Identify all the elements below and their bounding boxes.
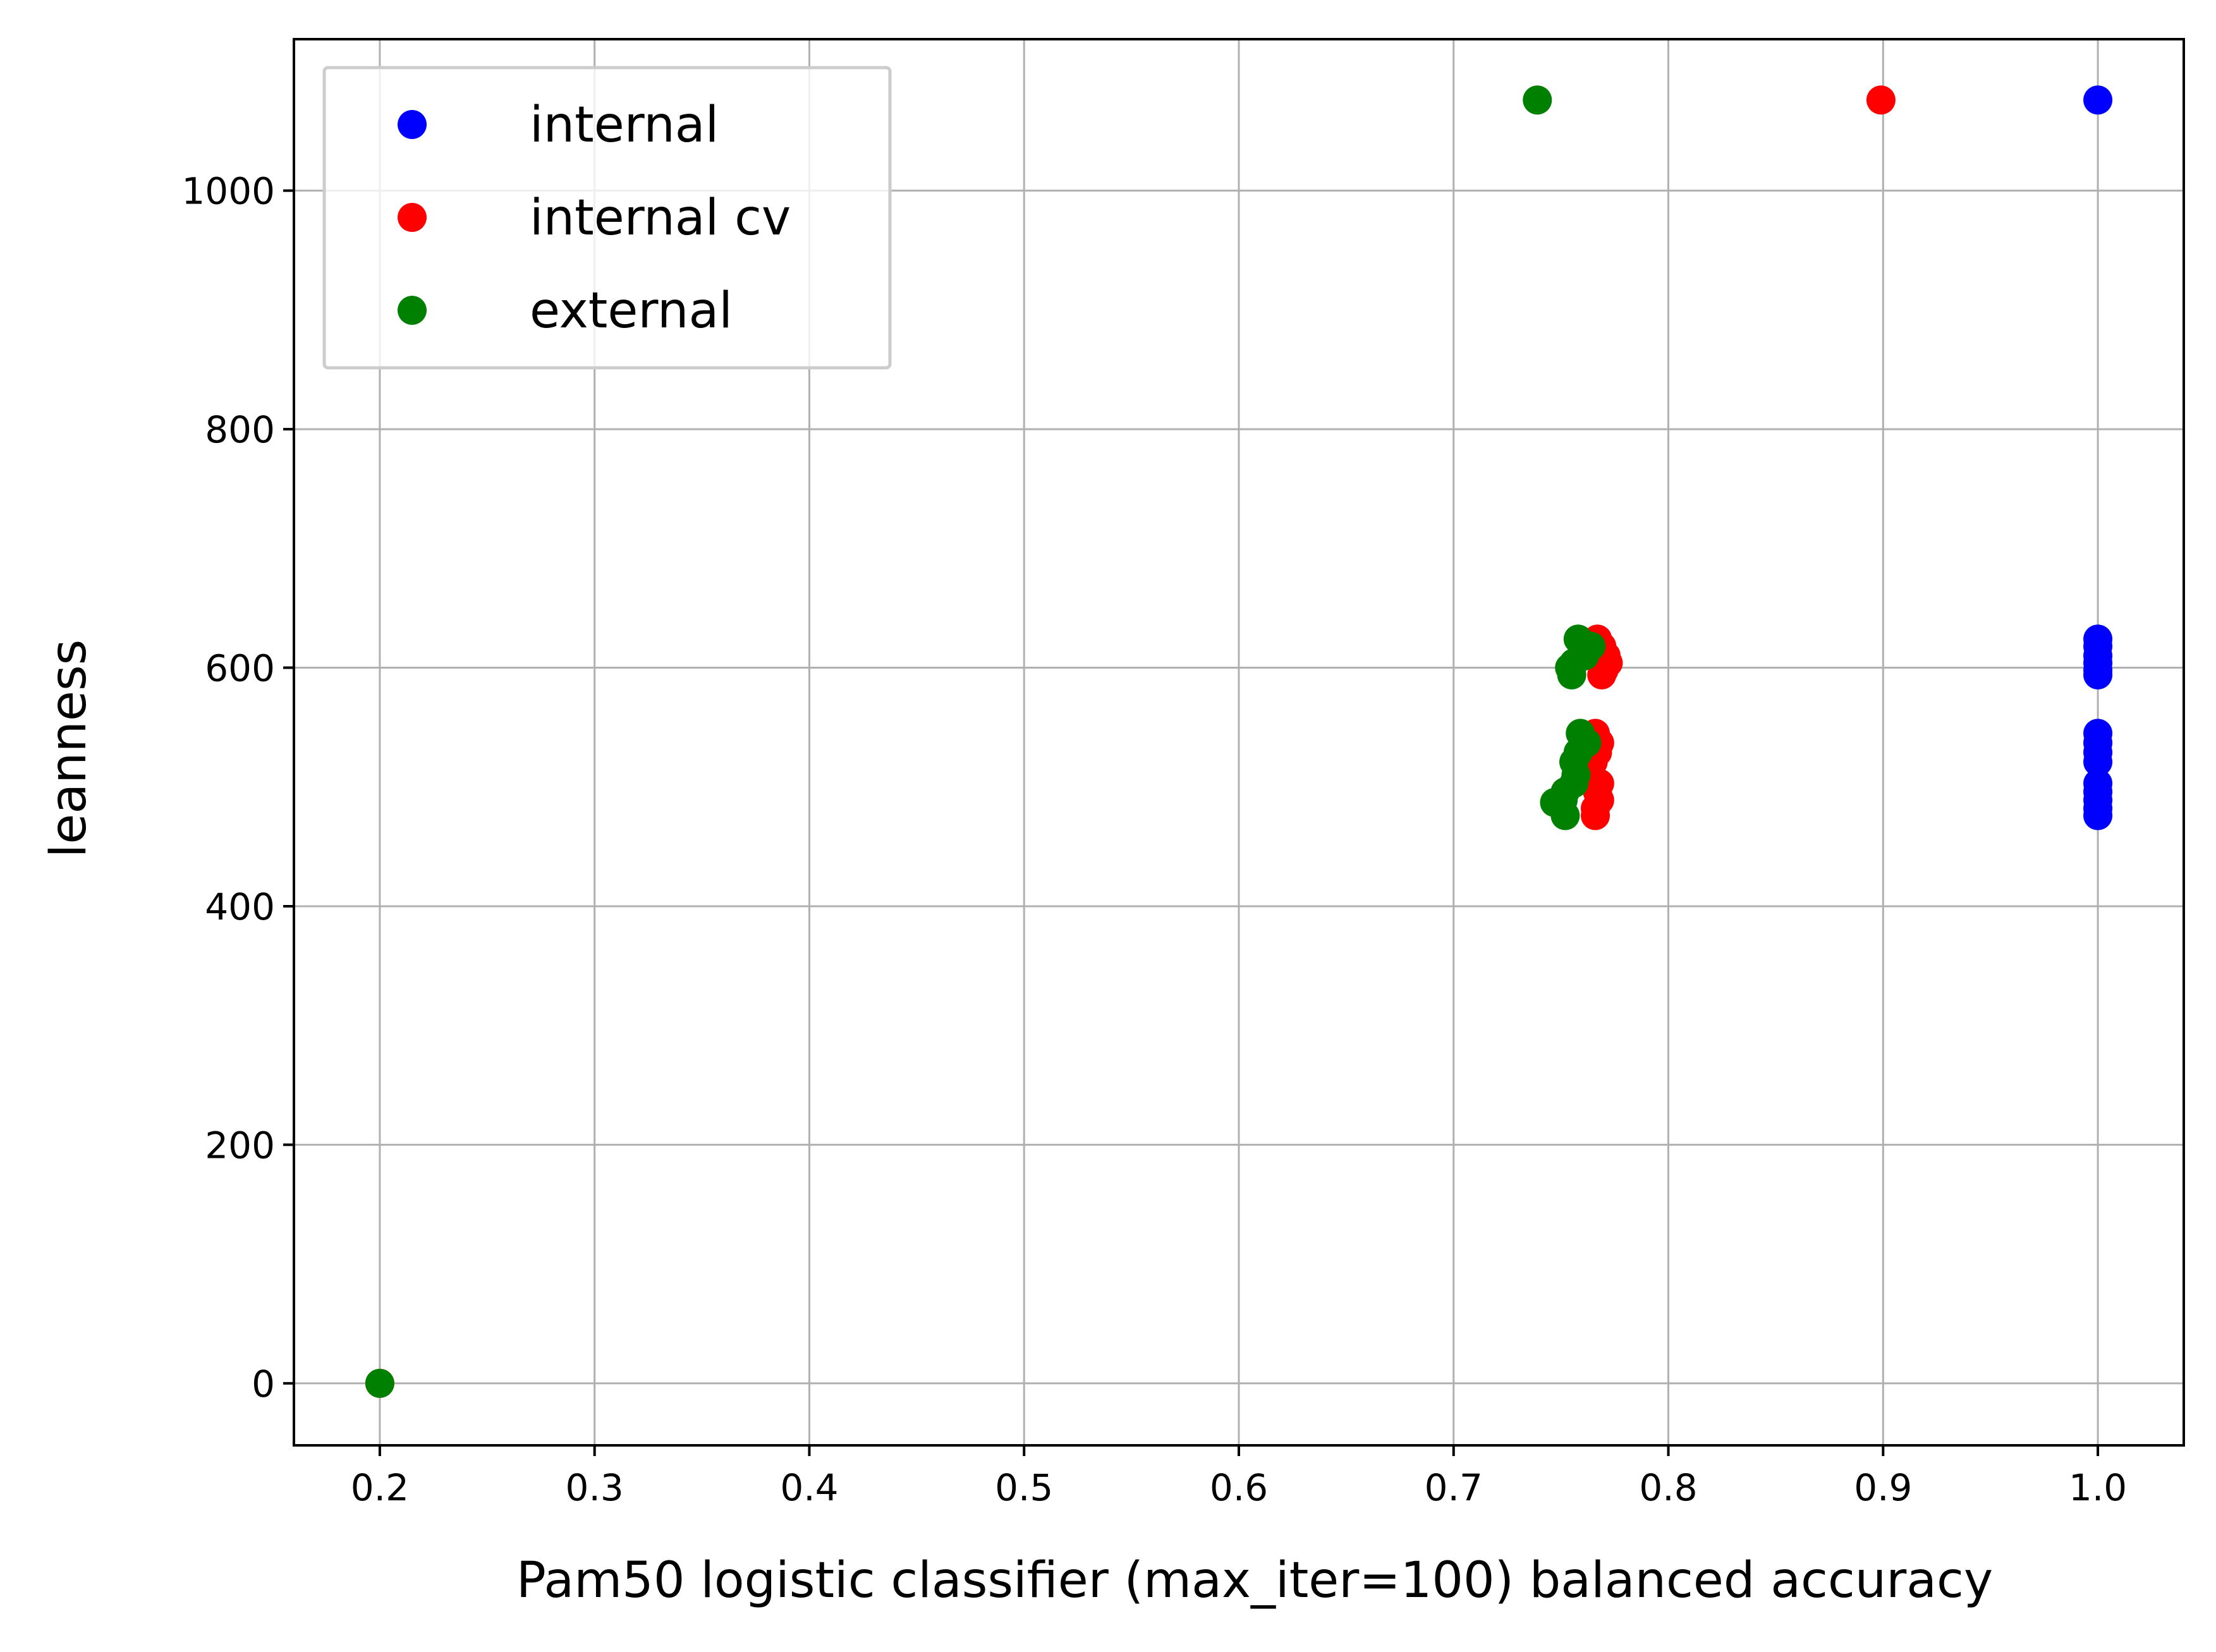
x-tick-label: 0.5 (995, 1466, 1053, 1509)
legend-marker (398, 296, 427, 325)
y-tick-label: 400 (205, 885, 275, 928)
data-point (2083, 660, 2113, 689)
data-point (1866, 85, 1896, 115)
legend-entry: external (398, 282, 733, 339)
legend-marker (398, 203, 427, 232)
x-tick-label: 1.0 (2069, 1466, 2127, 1509)
legend: internal internal cv external (322, 66, 892, 370)
data-point (2083, 801, 2113, 830)
y-tick-label: 1000 (181, 170, 275, 213)
data-point (1557, 660, 1586, 689)
data-points (365, 85, 2113, 1398)
data-point (365, 1368, 394, 1398)
legend-label: internal cv (530, 190, 791, 246)
series-internal (2083, 85, 2113, 830)
y-tick-label: 0 (252, 1363, 275, 1406)
y-tick-label: 200 (205, 1124, 275, 1167)
y-tick-label: 600 (205, 647, 275, 690)
y-tick-label: 800 (205, 408, 275, 451)
data-point (1550, 801, 1580, 830)
legend-entry: internal (398, 97, 719, 154)
series-external (365, 85, 1606, 1398)
legend-marker (398, 110, 427, 139)
x-tick-label: 0.2 (351, 1466, 409, 1509)
data-point (2083, 85, 2113, 115)
x-axis-label: Pam50 logistic classifier (max_iter=100)… (516, 1552, 1993, 1609)
x-tick-label: 0.3 (566, 1466, 624, 1509)
data-point (2083, 747, 2113, 777)
x-tick-label: 0.6 (1210, 1466, 1268, 1509)
legend-box (322, 66, 892, 370)
x-tick-label: 0.7 (1425, 1466, 1483, 1509)
legend-label: external (530, 282, 733, 339)
data-point (1523, 85, 1552, 115)
axis-ticks: 0.2 0.3 0.4 0.5 0.6 0.7 0.8 0.9 1.0 0 200 400 600 800… (181, 170, 2127, 1509)
x-tick-label: 0.4 (780, 1466, 838, 1509)
y-axis-label: leanness (40, 640, 97, 858)
x-tick-label: 0.9 (1854, 1466, 1912, 1509)
data-point (1587, 660, 1617, 689)
x-tick-label: 0.8 (1639, 1466, 1697, 1509)
legend-entry: internal cv (398, 190, 791, 246)
legend-label: internal (530, 97, 719, 154)
legend-entries: internal internal cv external (398, 97, 791, 339)
data-point (1581, 801, 1610, 830)
